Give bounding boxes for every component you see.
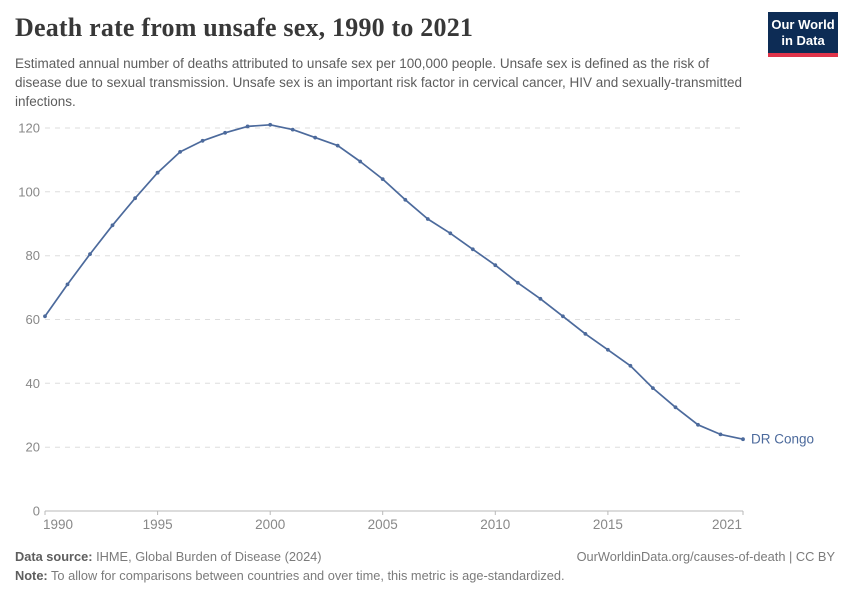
page-title: Death rate from unsafe sex, 1990 to 2021 <box>15 13 474 42</box>
owid-logo: Our World in Data <box>768 12 838 53</box>
x-tick-label: 2000 <box>255 517 285 532</box>
y-tick-label: 20 <box>26 440 40 455</box>
data-point <box>583 332 588 336</box>
y-tick-label: 40 <box>26 376 40 391</box>
data-point <box>651 386 655 390</box>
series-end-label: DR Congo <box>751 432 814 447</box>
data-point <box>358 159 363 164</box>
data-point <box>425 217 430 221</box>
data-point <box>65 282 70 287</box>
data-point <box>515 280 520 285</box>
data-point <box>268 122 273 127</box>
data-point <box>448 231 453 236</box>
data-point <box>200 138 205 143</box>
note-text: To allow for comparisons between countri… <box>47 568 565 583</box>
y-tick-label: 0 <box>33 504 40 519</box>
data-point <box>606 347 610 352</box>
data-point <box>335 143 340 148</box>
data-point <box>245 124 250 129</box>
data-point <box>561 314 565 319</box>
data-point <box>110 223 115 228</box>
x-tick-label: 2010 <box>480 517 510 532</box>
rights-text: OurWorldinData.org/causes-of-death | CC … <box>576 549 835 564</box>
series-line <box>44 123 744 441</box>
y-tick-label: 100 <box>18 184 40 199</box>
x-tick-label: 2015 <box>593 517 623 532</box>
x-tick-label: 2021 <box>712 517 742 532</box>
data-point <box>628 363 633 368</box>
data-source-label: Data source: <box>15 549 93 564</box>
y-tick-label: 120 <box>18 121 40 136</box>
data-point <box>223 130 228 135</box>
data-point <box>88 252 92 256</box>
x-tick-label: 2005 <box>368 517 398 532</box>
data-point <box>178 150 183 154</box>
chart-note: Note: To allow for comparisons between c… <box>15 566 835 585</box>
data-point <box>470 247 475 252</box>
chart-canvas: 0 20 40 60 80 100 120 1990 1995 2000 2005 2010 2015 2… <box>18 121 814 533</box>
owid-logo-stripe <box>768 53 838 57</box>
data-point <box>43 314 47 319</box>
x-tick-label: 1990 <box>43 517 73 532</box>
data-point <box>133 196 138 201</box>
data-point <box>380 177 385 181</box>
x-tick-label: 1995 <box>143 517 173 532</box>
data-point <box>155 170 160 175</box>
y-tick-label: 80 <box>26 248 40 263</box>
data-point <box>741 437 745 442</box>
data-source: Data source: IHME, Global Burden of Dise… <box>15 547 322 566</box>
data-point <box>718 432 723 437</box>
data-point <box>493 263 498 268</box>
y-tick-label: 60 <box>26 312 40 327</box>
note-label: Note: <box>15 568 48 583</box>
data-point <box>538 296 543 301</box>
data-source-text: IHME, Global Burden of Disease (2024) <box>92 549 322 564</box>
data-point <box>403 197 408 202</box>
data-point <box>290 127 295 132</box>
chart-subtitle: Estimated annual number of deaths attrib… <box>15 56 743 109</box>
owid-logo-line1: Our World <box>771 17 835 32</box>
data-point <box>696 422 700 427</box>
owid-logo-line2: in Data <box>781 33 825 48</box>
chart-footer: Data source: IHME, Global Burden of Dise… <box>15 547 835 585</box>
data-point <box>313 135 318 140</box>
data-point <box>673 405 678 410</box>
